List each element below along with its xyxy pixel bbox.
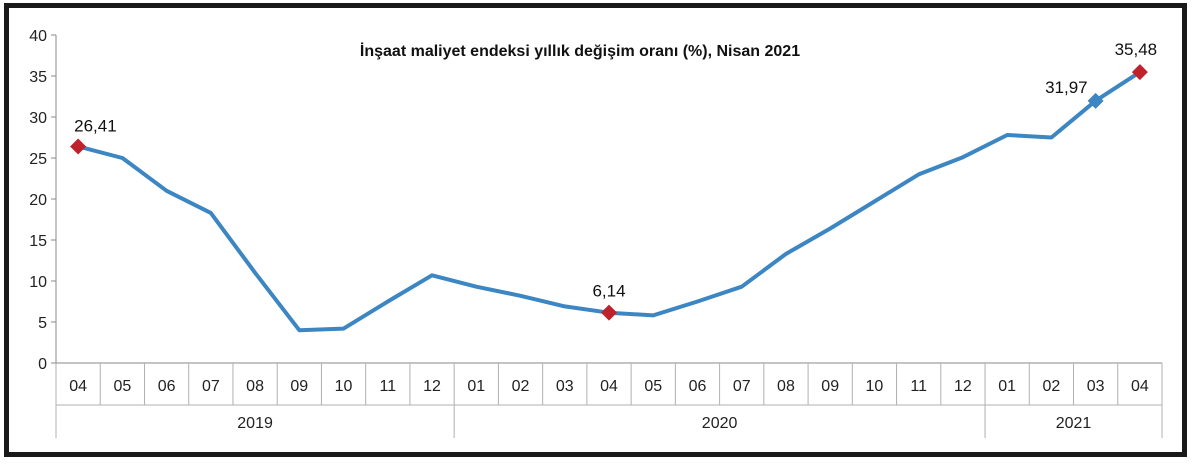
data-point-marker: [1131, 64, 1148, 81]
x-tick-label: 05: [644, 378, 662, 395]
year-label: 2020: [702, 415, 738, 432]
year-label: 2019: [237, 415, 273, 432]
y-tick-label: 15: [29, 233, 47, 250]
x-tick-label: 12: [423, 378, 441, 395]
x-tick-label: 06: [689, 378, 707, 395]
x-tick-label: 08: [246, 378, 264, 395]
x-tick-label: 11: [379, 378, 396, 395]
x-tick-label: 07: [202, 378, 220, 395]
data-label: 35,48: [1115, 40, 1158, 59]
x-tick-label: 06: [158, 378, 176, 395]
data-point-marker: [601, 304, 617, 321]
x-tick-label: 10: [335, 378, 353, 395]
y-tick-label: 25: [29, 151, 47, 168]
data-label: 31,97: [1045, 78, 1088, 97]
y-tick-label: 40: [29, 28, 47, 45]
y-tick-label: 10: [29, 274, 47, 291]
data-point-marker: [1087, 92, 1104, 109]
data-label: 6,14: [592, 282, 625, 301]
x-tick-label: 03: [1087, 378, 1105, 395]
x-tick-label: 01: [998, 378, 1016, 395]
x-tick-label: 03: [556, 378, 574, 395]
chart-title: İnşaat maliyet endeksi yıllık değişim or…: [360, 42, 800, 60]
y-tick-label: 30: [29, 110, 47, 127]
x-tick-label: 11: [910, 378, 927, 395]
x-tick-label: 04: [69, 378, 87, 395]
x-tick-label: 02: [512, 378, 530, 395]
x-tick-label: 07: [733, 378, 751, 395]
x-tick-label: 08: [777, 378, 795, 395]
x-tick-label: 10: [866, 378, 884, 395]
x-tick-label: 05: [113, 378, 131, 395]
y-tick-label: 0: [38, 356, 47, 373]
y-tick-label: 20: [29, 192, 47, 209]
x-tick-label: 12: [954, 378, 972, 395]
data-point-marker: [70, 138, 87, 155]
x-tick-label: 09: [290, 378, 308, 395]
x-tick-label: 04: [1131, 378, 1149, 395]
x-tick-label: 04: [600, 378, 618, 395]
y-tick-label: 5: [38, 315, 47, 332]
data-label: 26,41: [74, 116, 117, 135]
year-label: 2021: [1056, 415, 1092, 432]
y-tick-label: 35: [29, 69, 47, 86]
x-tick-label: 02: [1043, 378, 1061, 395]
chart-frame: [4, 3, 1187, 457]
x-tick-label: 01: [467, 378, 485, 395]
x-tick-label: 09: [821, 378, 839, 395]
